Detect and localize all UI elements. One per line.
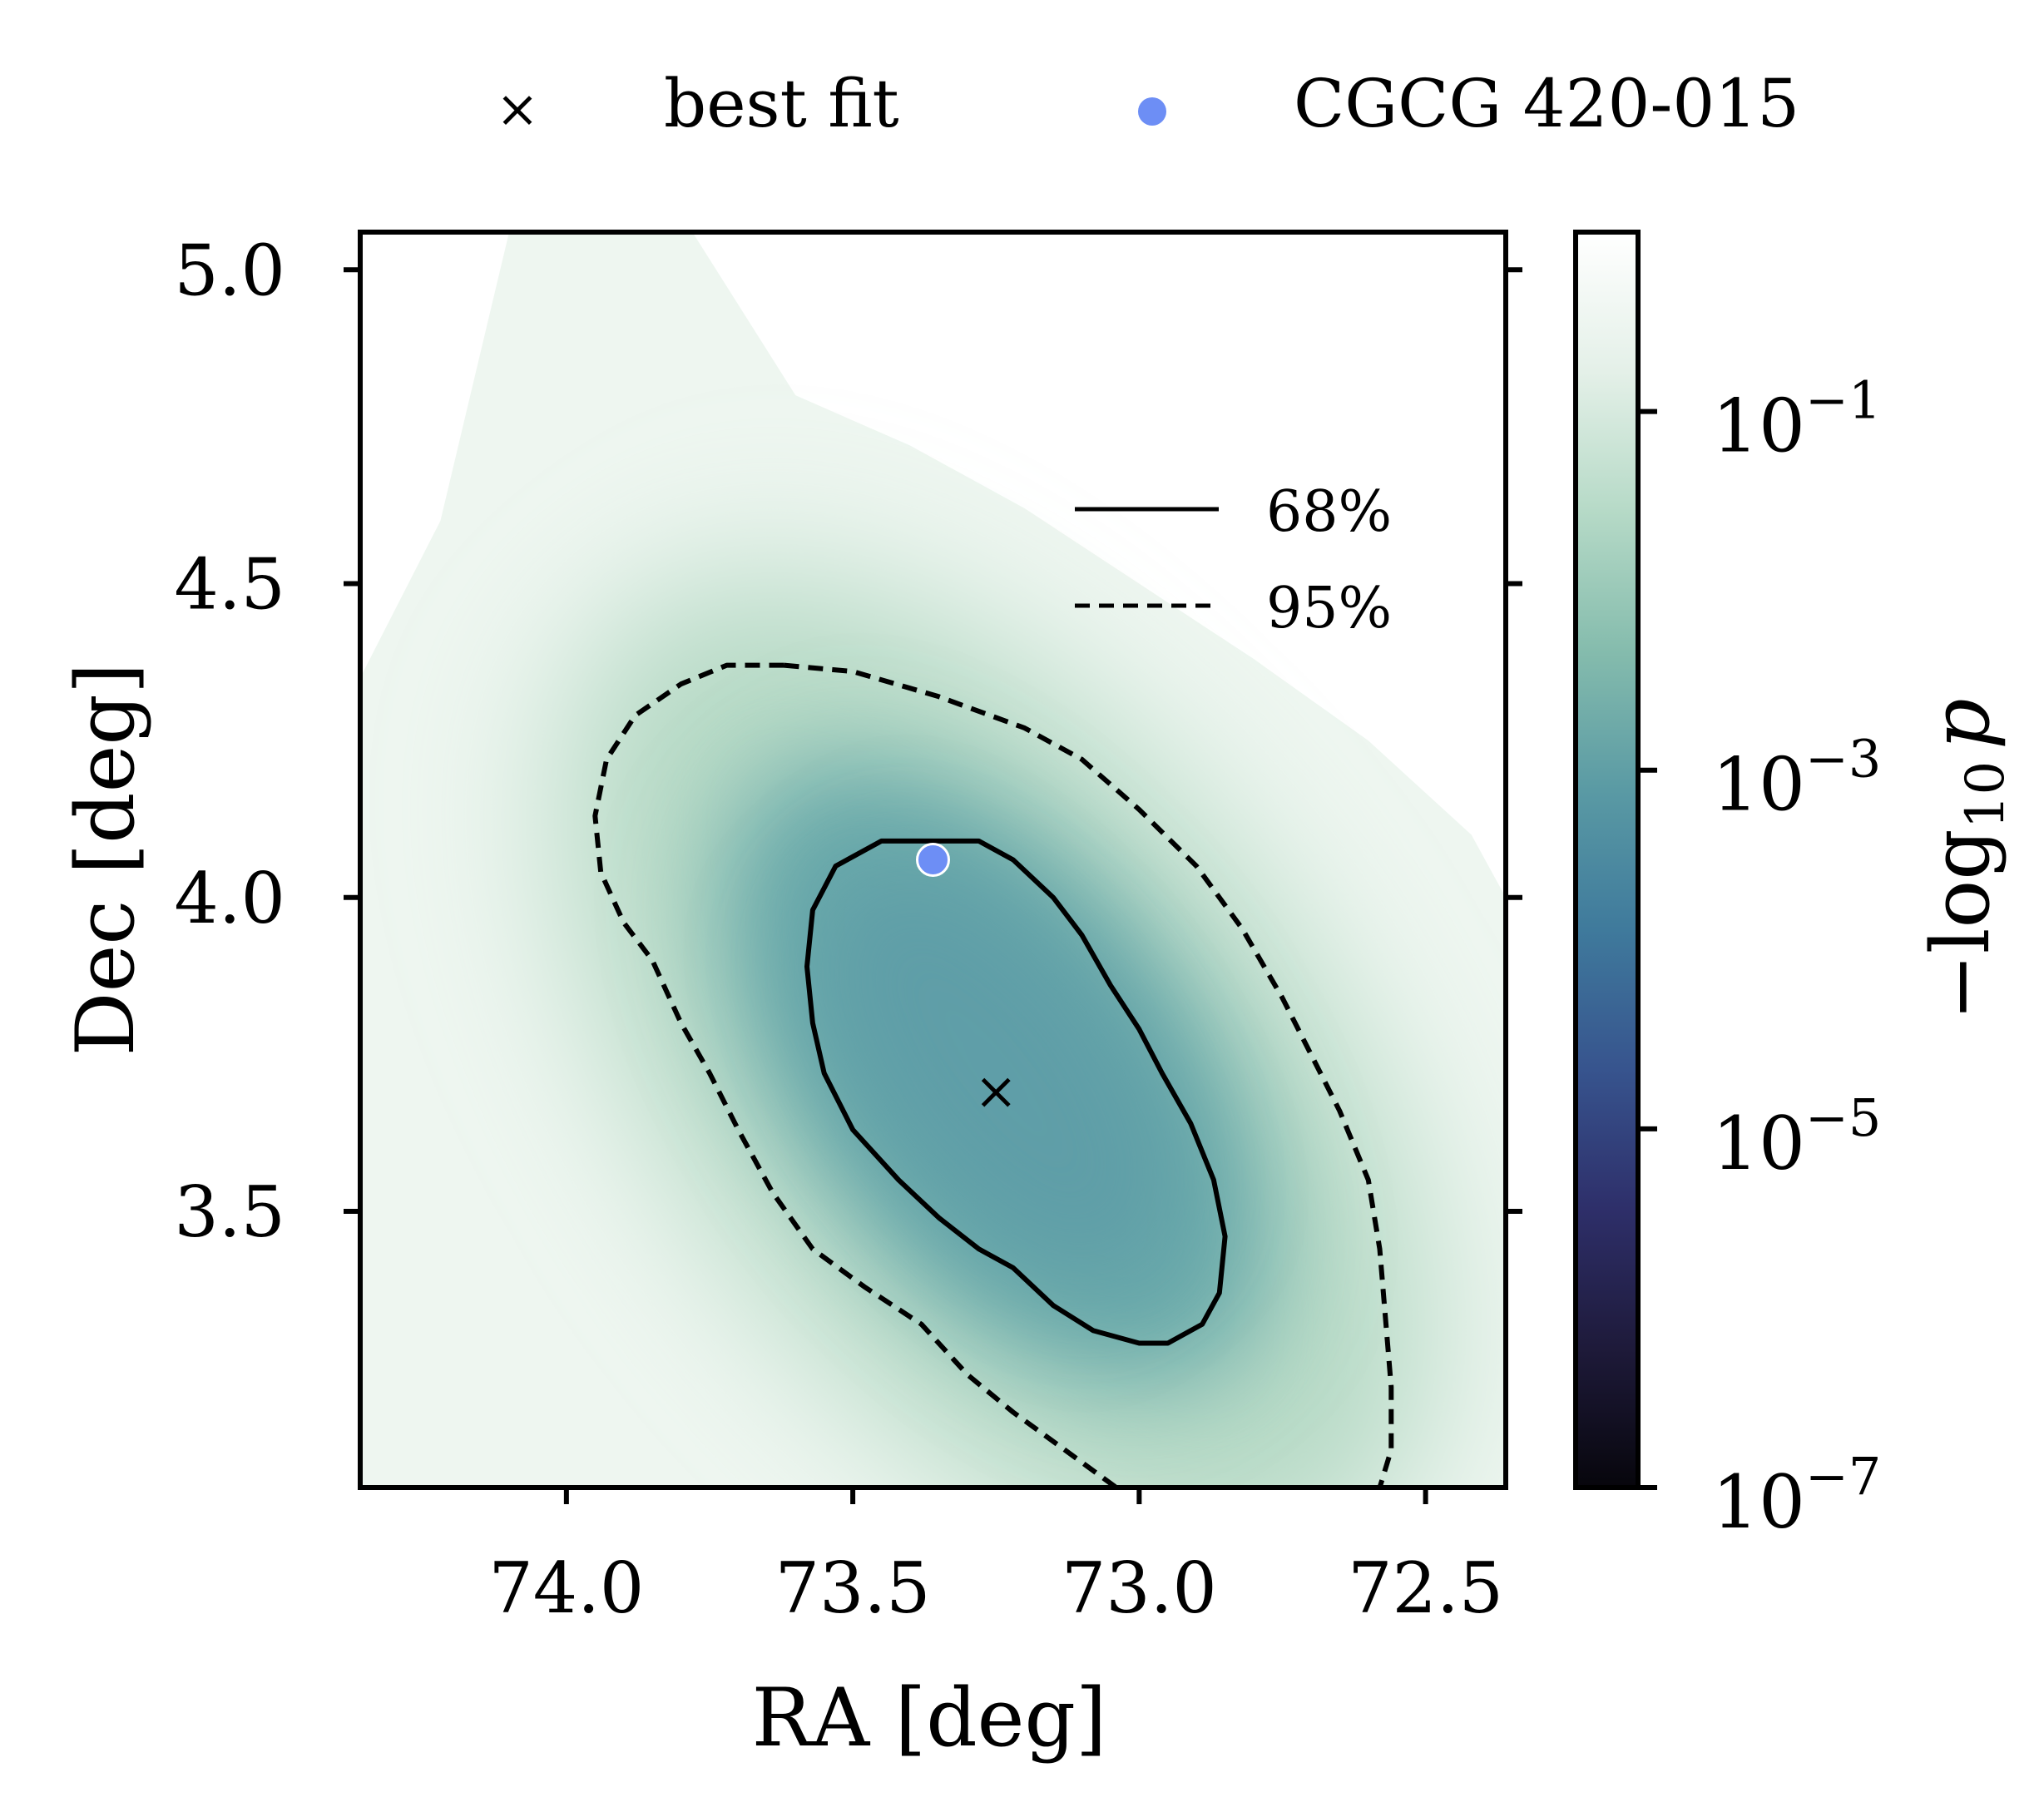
legend-label-source: CGCG 420-015 [1294,65,1799,142]
x-tick-label-2: 73.0 [1062,1547,1217,1629]
heatmap-peak-region [809,859,1182,1287]
colorbar: 10−7 10−5 10−3 10−1 −log10 p [1573,230,2017,1545]
contour-95-2 [592,662,1118,1488]
colorbar-tick-label-2: 10−3 [1712,729,1881,828]
best-fit-marker: × [974,1061,1017,1121]
x-axis-label: RA [deg] [752,1671,1107,1765]
y-tick-label-3: 5.0 [174,230,285,311]
y-tick-label-2: 4.5 [174,544,285,626]
x-tick-label-1: 73.5 [775,1547,931,1629]
colorbar-tick-label-3: 10−1 [1712,370,1881,469]
y-tick-label-0: 3.5 [174,1171,285,1253]
legend-item-best-fit: × best fit [496,65,899,142]
legend-label-best-fit: best fit [664,65,899,142]
colorbar-frame [1573,230,1641,1490]
x-tick-label-0: 74.0 [488,1547,644,1629]
source-marker [916,843,950,877]
contours [592,662,1394,1488]
colorbar-label: −log10 p [1914,698,2017,1020]
colorbar-label-sub: 10 [1955,761,2017,829]
legend-label-68: 68% [1266,479,1392,545]
y-tick-label-1: 4.0 [174,858,285,939]
y-axis-label: Dec [deg] [59,663,152,1057]
colorbar-tick-label-0: 10−7 [1712,1446,1881,1545]
colorbar-label-main: −log [1914,829,2007,1020]
colorbar-tick-label-1: 10−5 [1712,1087,1881,1186]
source-marker-icon [1138,97,1166,126]
y-axis: 3.5 4.0 4.5 5.0 [174,230,1522,1253]
contour-legend: 68% 95% [1075,479,1392,641]
x-tick-label-3: 72.5 [1348,1547,1503,1629]
top-legend: × best fit CGCG 420-015 [496,65,1799,142]
x-axis: 74.0 73.5 73.0 72.5 [488,1488,1503,1629]
legend-label-95: 95% [1266,576,1392,641]
contour-95-1 [784,662,1394,1488]
colorbar-ticks: 10−7 10−5 10−3 10−1 [1638,370,1881,1545]
legend-item-source: CGCG 420-015 [1138,65,1799,142]
contour-68-0 [804,838,1228,1346]
colorbar-label-var: p [1914,698,2007,749]
plot-area: × 68% 95% [358,230,1508,1490]
plot-frame [358,230,1508,1490]
best-fit-marker-icon: × [496,78,539,139]
colorbar-gradient [1576,232,1638,1488]
markers: × [916,843,1017,1121]
